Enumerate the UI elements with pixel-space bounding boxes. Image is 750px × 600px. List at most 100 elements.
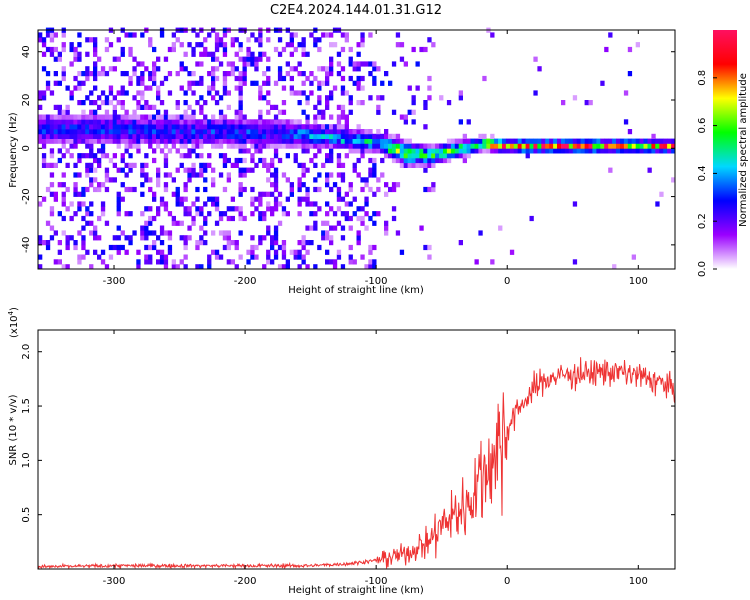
spectrogram-cell [376,177,381,183]
spectrogram-cell [384,191,389,197]
spectrogram-cell [73,85,78,91]
spectrogram-cell [325,182,330,188]
spectrogram-cell [368,186,373,193]
spectrogram-cell [179,61,184,67]
spectrogram-cell [203,230,208,236]
spectrogram-cell [616,138,621,144]
spectrogram-cell [423,153,428,159]
spectrogram-cell [187,148,192,154]
spectrogram-cell [49,90,55,96]
spectrogram-cell [356,206,361,212]
spectrogram-cell [407,85,412,91]
spectrogram-cell [336,119,342,125]
spectrogram-cell [38,95,43,101]
spectrogram-cell [73,129,78,135]
spectrogram-cell [100,143,106,149]
spectrogram-cell [234,114,239,120]
spectrogram-cell [187,42,192,48]
spectrogram-cell [262,264,267,270]
spectrogram-cell [329,225,334,231]
spectrogram-cell [152,66,157,72]
spectrogram-cell [651,138,656,144]
spectrogram-cell [317,206,322,212]
spectrogram-cell [152,244,157,251]
spectrogram-cell [128,51,133,57]
spectrogram-cell [222,211,228,217]
spectrogram-cell [364,148,369,154]
spectrogram-cell [81,129,86,135]
spectrogram-cell [81,124,86,130]
spectrogram-cell [655,138,660,144]
spectrogram-cell [521,138,526,144]
spectrogram-cell [214,129,220,135]
spectrogram-cell [277,119,283,125]
spectrogram-cell [124,138,129,144]
spectrogram-cell [273,240,279,246]
spectrogram-cell [159,254,165,260]
spectrogram-cell [313,225,318,231]
spectrogram-cell [262,215,267,222]
spectrogram-cell [124,186,129,193]
spectrogram-cell [631,143,636,149]
spectrogram-cell [159,80,165,86]
spectrogram-cell [81,201,86,207]
spectrogram-cell [211,182,216,188]
spectrogram-cell [140,114,145,120]
spectrogram-cell [112,124,117,130]
spectrogram-cell [234,66,239,72]
spectrogram-cell [293,90,298,96]
spectrogram-cell [399,153,405,159]
spectrogram-cell [179,259,184,265]
spectrogram-cell [85,143,90,149]
spectrogram-cell [262,129,267,135]
spectrogram-cell [207,254,212,260]
spectrogram-cell [179,114,184,120]
spectrogram-cell [203,186,208,193]
spectrogram-cell [104,167,110,173]
spectrogram-cell [270,133,275,139]
spectrogram-cell [266,129,271,135]
spectrogram-cell [356,85,361,91]
spectrogram-cell [65,206,70,212]
spectrogram-cell [140,71,145,77]
x-tick-label: -100 [365,276,388,287]
spectrogram-cell [100,114,106,120]
spectrogram-cell [352,66,357,72]
spectrogram-cell [273,143,279,149]
spectrogram-cell [152,71,157,77]
spectrogram-cell [305,51,310,57]
spectrogram-cell [242,167,247,173]
spectrogram-cell [541,148,546,154]
spectrogram-cell [49,182,55,188]
spectrogram-cell [140,95,145,101]
spectrogram-cell [639,148,644,154]
spectrogram-cell [242,114,247,120]
spectrogram-cell [211,85,216,91]
spectrogram-cell [144,254,149,260]
spectrogram-cell [285,143,290,149]
spectrogram-cell [411,153,416,159]
spectrogram-cell [97,138,102,144]
spectrogram-cell [360,153,365,159]
spectrogram-cell [635,143,640,149]
spectrogram-cell [207,153,212,159]
spectrogram-cell [329,56,334,62]
spectrogram-cell [281,172,287,178]
spectrogram-cell [545,148,550,154]
spectrogram-cell [207,196,212,202]
spectrogram-cell [128,46,133,53]
spectrogram-cell [81,153,86,159]
spectrogram-cell [45,71,51,77]
spectrogram-cell [289,90,294,96]
spectrogram-cell [226,90,231,96]
spectrogram-cell [435,157,440,164]
spectrogram-cell [364,143,369,149]
spectrogram-cell [273,138,279,144]
spectrogram-cell [167,211,173,217]
svg-text:(x104): (x104) [7,307,20,338]
spectrogram-cell [423,244,428,251]
spectrogram-cell [356,75,361,82]
snr-x-label: Height of straight line (km) [288,585,424,596]
spectrogram-cell [187,225,192,231]
spectrogram-cell [360,220,365,226]
